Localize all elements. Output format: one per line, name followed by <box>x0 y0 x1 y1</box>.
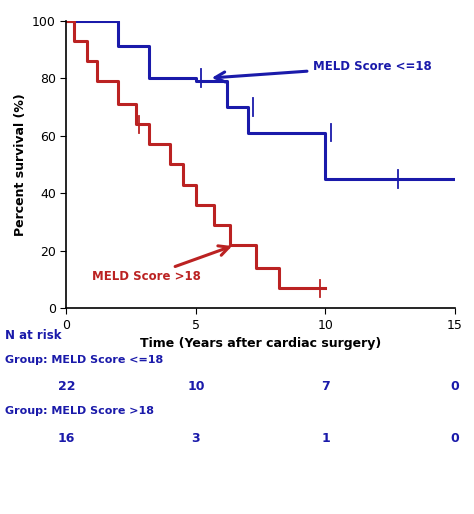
Text: MELD Score <=18: MELD Score <=18 <box>215 60 431 82</box>
Text: Group: MELD Score <=18: Group: MELD Score <=18 <box>5 355 163 364</box>
X-axis label: Time (Years after cardiac surgery): Time (Years after cardiac surgery) <box>140 337 381 351</box>
Text: N at risk: N at risk <box>5 329 61 342</box>
Text: MELD Score >18: MELD Score >18 <box>92 246 229 283</box>
Text: 7: 7 <box>321 380 330 393</box>
Text: 0: 0 <box>451 380 459 393</box>
Y-axis label: Percent survival (%): Percent survival (%) <box>14 93 27 236</box>
Text: 16: 16 <box>58 432 75 445</box>
Text: Group: MELD Score >18: Group: MELD Score >18 <box>5 406 154 416</box>
Text: 3: 3 <box>191 432 200 445</box>
Text: 10: 10 <box>187 380 205 393</box>
Text: 1: 1 <box>321 432 330 445</box>
Text: 22: 22 <box>58 380 75 393</box>
Text: 0: 0 <box>451 432 459 445</box>
